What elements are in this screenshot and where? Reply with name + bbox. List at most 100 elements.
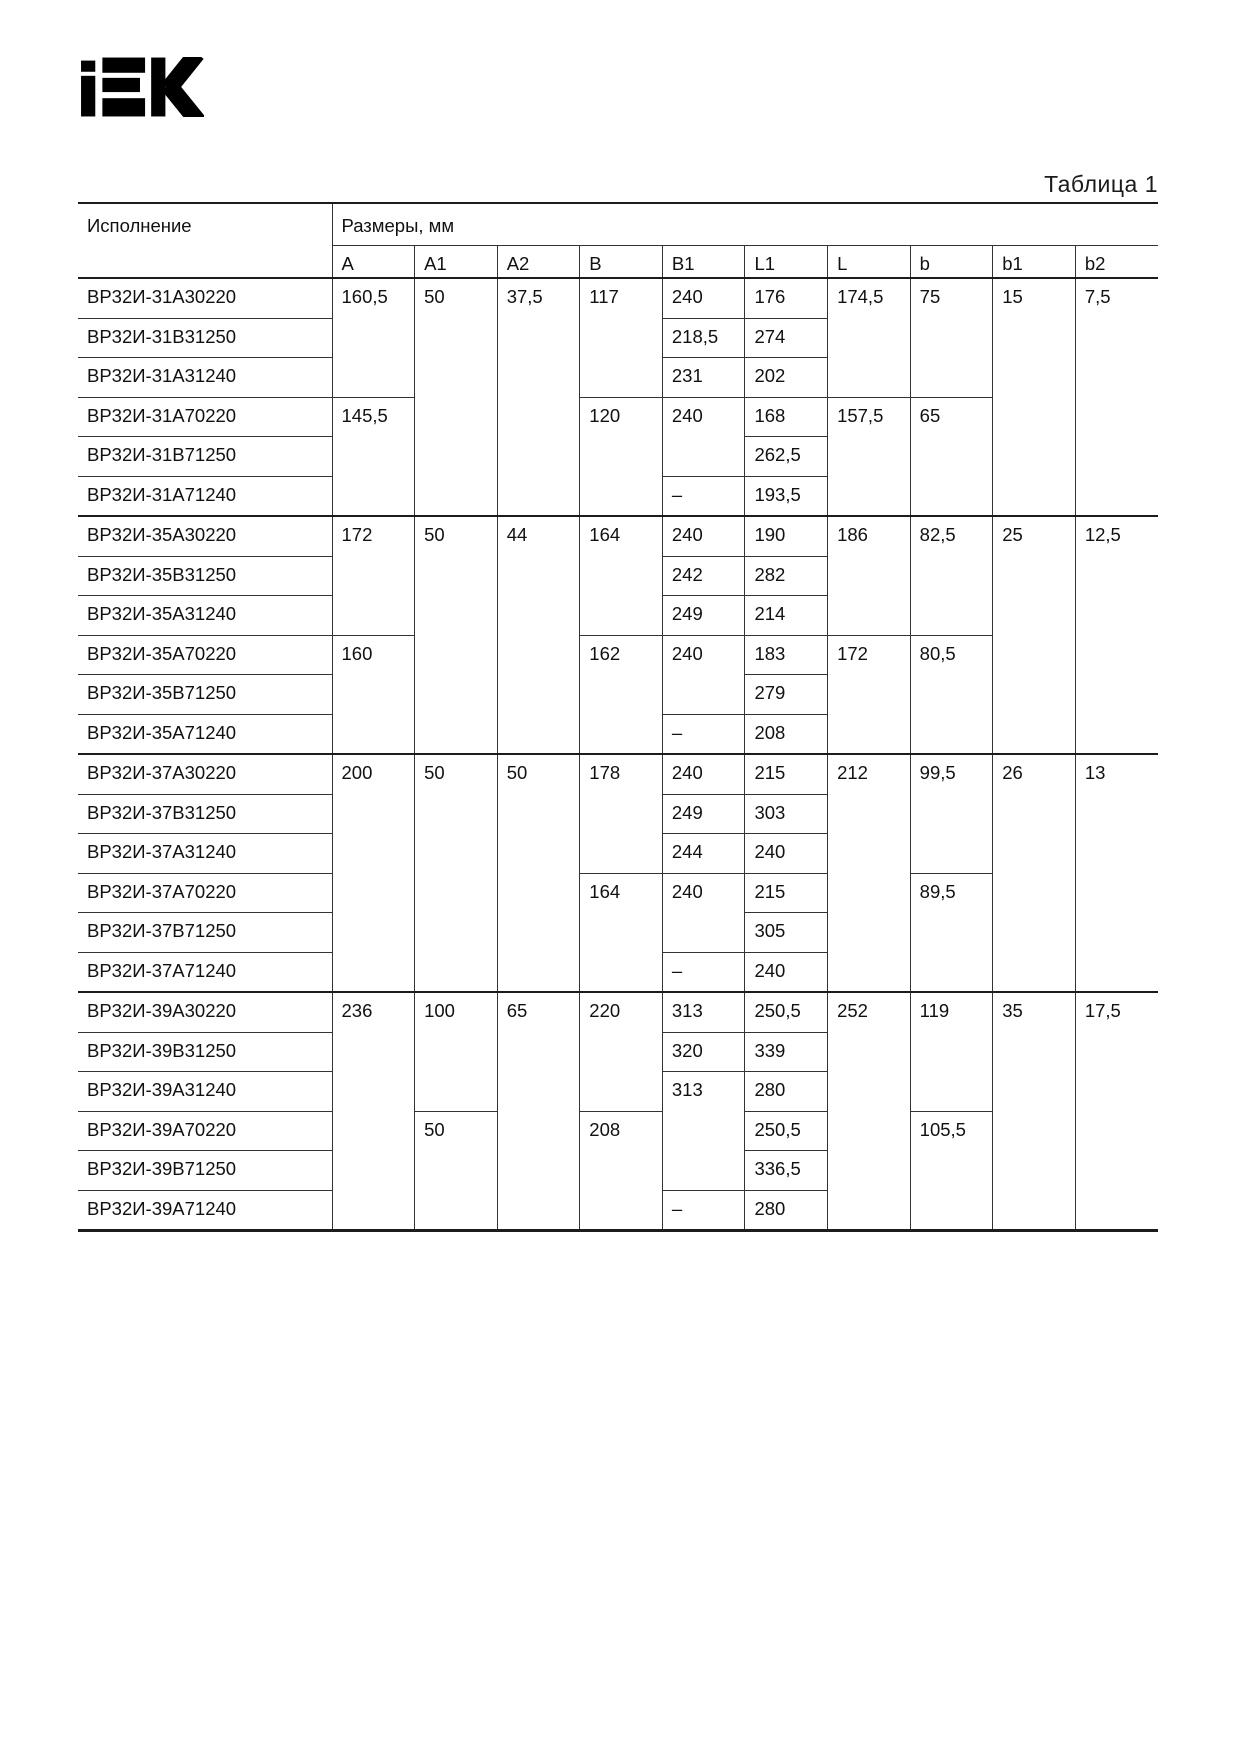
table-row: ВР32И-37А31240 244 240	[78, 833, 1158, 874]
table-row: ВР32И-35А71240 –208	[78, 713, 1158, 755]
value-cell-B1: 231	[661, 357, 746, 398]
model-cell: ВР32И-37А71240	[78, 951, 333, 993]
value-cell-A: 172	[331, 515, 416, 636]
value-cell-L1: 176	[744, 277, 829, 319]
value-cell-L: 212	[827, 753, 911, 993]
table-row: ВР32И-39А71240 –280	[78, 1189, 1158, 1231]
logo-e-top	[102, 57, 146, 73]
value-cell-L1: 202	[744, 357, 829, 398]
model-cell: ВР32И-35А71240	[78, 713, 333, 755]
value-cell-A1: 50	[414, 515, 498, 755]
value-cell-b1: 35	[992, 991, 1076, 1231]
column-header-dimensions-group: Размеры, мм	[331, 202, 1158, 246]
header-row-groups: Исполнение Размеры, мм	[78, 202, 1158, 279]
column-header-execution: Исполнение	[78, 202, 333, 279]
value-cell-B1: 242	[661, 555, 746, 596]
value-cell-b: 75	[909, 277, 994, 398]
value-cell-L: 252	[827, 991, 911, 1231]
value-cell-L1: 250,5	[744, 1110, 829, 1151]
logo-e-mid	[102, 77, 140, 93]
value-cell-B1: 240	[661, 515, 746, 557]
model-cell: ВР32И-39А70220	[78, 1110, 333, 1151]
table-row: ВР32И-39В71250 336,5	[78, 1150, 1158, 1191]
value-cell-B: 164	[579, 872, 663, 993]
value-cell-B: 117	[579, 277, 663, 398]
value-cell-L: 157,5	[827, 396, 911, 517]
value-cell-L1: 305	[744, 912, 829, 953]
value-cell-b1: 25	[992, 515, 1076, 755]
table-row: ВР32И-31А30220 160,5 50 37,5 117 240 176 174,5 7…	[78, 277, 1158, 517]
value-cell-L1: 262,5	[744, 436, 829, 477]
value-cell-A: 200	[331, 753, 416, 993]
model-cell: ВР32И-31А71240	[78, 475, 333, 517]
value-cell-B1: 244	[661, 833, 746, 874]
table-row: ВР32И-37В31250 249 303	[78, 793, 1158, 834]
value-cell-b1: 26	[992, 753, 1076, 993]
value-cell-b1: 15	[992, 277, 1076, 517]
table-row: ВР32И-35В31250 242 282	[78, 555, 1158, 596]
value-cell-A2: 65	[496, 991, 581, 1231]
value-cell-B1: –	[661, 1189, 746, 1231]
model-cell: ВР32И-39А30220	[78, 991, 333, 1033]
value-cell-b2: 13	[1074, 753, 1158, 993]
value-cell-b: 82,5	[909, 515, 994, 636]
value-cell-b2: 7,5	[1074, 277, 1158, 517]
value-cell-L1: 279	[744, 674, 829, 715]
table-row: ВР32И-37А70220 164 240 215 89,5	[78, 872, 1158, 993]
model-cell: ВР32И-35А70220	[78, 634, 333, 675]
value-cell-B1: –	[661, 951, 746, 993]
value-cell-L: 174,5	[827, 277, 911, 398]
table-row: ВР32И-31А71240 –193,5	[78, 475, 1158, 517]
value-cell-B1: 240	[661, 277, 746, 319]
column-header-A: A	[331, 245, 416, 279]
table-row: ВР32И-37А30220 200 50 50 178 240 215 212 99,5 26 1…	[78, 753, 1158, 993]
value-cell-L1: 215	[744, 872, 829, 913]
value-cell-L: 186	[827, 515, 911, 636]
value-cell-B1: 240	[661, 753, 746, 795]
model-cell: ВР32И-39А31240	[78, 1071, 333, 1112]
table-row: ВР32И-35А31240 249 214	[78, 595, 1158, 636]
logo-k-stem	[151, 57, 166, 117]
column-header-A2: A2	[496, 245, 581, 279]
value-cell-B1: –	[661, 713, 746, 755]
value-cell-B1: 320	[661, 1031, 746, 1072]
value-cell-L1: 339	[744, 1031, 829, 1072]
value-cell-b2: 12,5	[1074, 515, 1158, 755]
table-row: ВР32И-31А70220 145,5 120 240 168 157,5 65	[78, 396, 1158, 517]
table-row: ВР32И-37А71240 –240	[78, 951, 1158, 993]
value-cell-B: 220	[579, 991, 663, 1112]
table-row: ВР32И-39А30220 236 100 65 220 313 250,5 252 119 3…	[78, 991, 1158, 1231]
column-header-L: L	[827, 245, 911, 279]
value-cell-B1: 240	[661, 396, 746, 477]
value-cell-L1: 282	[744, 555, 829, 596]
value-cell-L1: 183	[744, 634, 829, 675]
value-cell-L1: 214	[744, 595, 829, 636]
value-cell-A: 236	[331, 991, 416, 1231]
value-cell-b: 65	[909, 396, 994, 517]
value-cell-A: 145,5	[331, 396, 416, 517]
logo-k-lower-leg	[161, 79, 204, 117]
column-header-b2: b2	[1074, 245, 1158, 279]
model-cell: ВР32И-37А70220	[78, 872, 333, 913]
value-cell-L1: 168	[744, 396, 829, 437]
value-cell-L1: 250,5	[744, 991, 829, 1033]
value-cell-B1: 240	[661, 634, 746, 715]
value-cell-L: 172	[827, 634, 911, 755]
value-cell-L1: 303	[744, 793, 829, 834]
value-cell-b: 119	[909, 991, 994, 1112]
table-row: ВР32И-31В71250 262,5	[78, 436, 1158, 477]
value-cell-L1: 215	[744, 753, 829, 795]
value-cell-L1: 240	[744, 951, 829, 993]
model-cell: ВР32И-31А30220	[78, 277, 333, 319]
value-cell-B1: –	[661, 475, 746, 517]
value-cell-b: 80,5	[909, 634, 994, 755]
model-cell: ВР32И-39В71250	[78, 1150, 333, 1191]
model-cell: ВР32И-37В31250	[78, 793, 333, 834]
column-header-b: b	[909, 245, 994, 279]
column-header-B1: B1	[661, 245, 746, 279]
model-cell: ВР32И-35А30220	[78, 515, 333, 557]
table-row: ВР32И-35А30220 172 50 44 164 240 190 186 82,5 25 1…	[78, 515, 1158, 755]
value-cell-A1: 50	[414, 277, 498, 517]
